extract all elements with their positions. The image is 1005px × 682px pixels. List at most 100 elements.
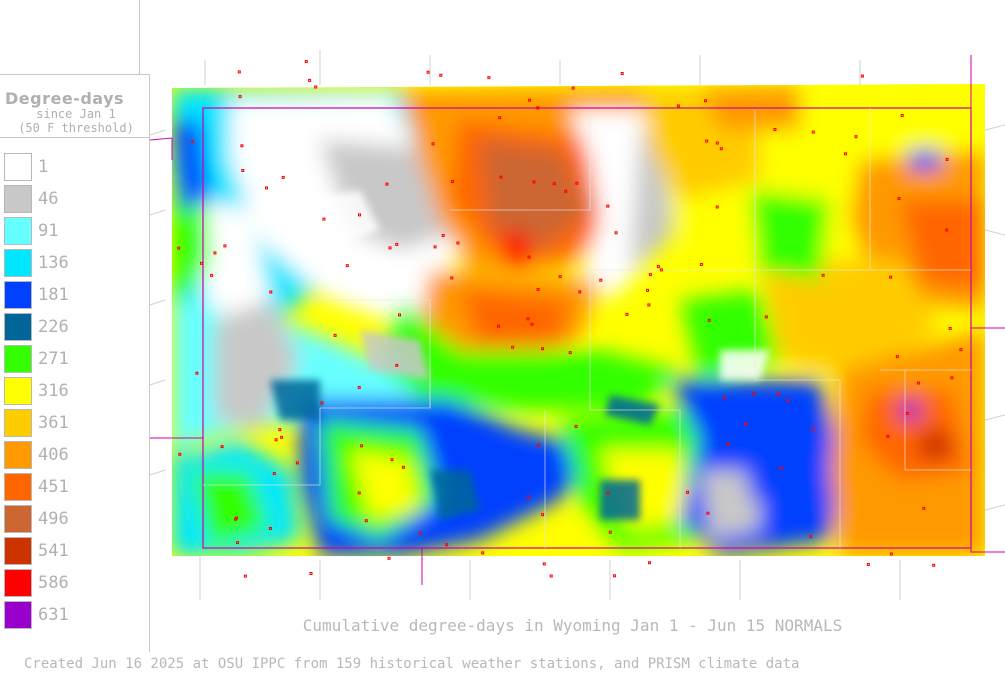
station-marker [528,98,532,102]
station-marker [418,531,422,535]
station-marker [280,435,284,439]
legend-label: 46 [38,189,59,209]
station-marker [866,563,870,566]
station-marker [195,371,199,375]
station-marker [536,287,540,291]
station-marker [445,543,449,547]
station-marker [844,152,847,156]
station-marker [481,551,485,555]
station-marker [364,519,368,523]
station-marker [860,74,864,78]
station-marker [281,175,285,179]
station-marker [727,442,731,446]
station-marker [278,428,282,432]
station-marker [625,312,629,316]
station-marker [568,351,572,355]
station-marker [575,181,579,185]
station-marker [268,527,272,530]
station-marker [210,273,214,277]
station-marker [676,104,680,108]
station-marker [309,572,313,575]
station-marker [304,60,308,63]
station-marker [314,85,318,89]
station-marker [345,264,349,268]
station-marker [620,72,624,75]
legend-label: 541 [38,541,69,561]
station-marker [897,197,901,200]
legend-swatch [4,377,32,405]
legend-swatch [4,473,32,501]
station-marker [511,345,515,349]
station-marker [558,275,562,279]
station-marker [451,180,454,183]
station-marker [536,106,540,110]
station-marker [752,391,756,395]
legend-label: 586 [38,573,69,593]
station-marker [456,241,460,245]
station-marker [499,175,503,179]
station-marker [237,70,241,74]
legend-label: 1 [38,157,49,177]
station-marker [541,513,545,517]
station-marker [647,303,651,307]
station-marker [322,217,326,221]
legend-label: 226 [38,317,69,337]
station-marker [922,506,926,510]
legend-swatch [4,345,32,373]
station-marker [773,128,777,131]
station-marker [487,76,491,80]
station-marker [821,273,825,277]
legend-subtitle-threshold: (50 F threshold) [18,121,134,135]
legend-swatch [4,281,32,309]
station-marker [779,466,783,470]
station-marker [240,144,244,148]
legend-title: Degree-days [5,89,125,108]
station-marker [200,261,203,265]
station-marker [537,443,541,447]
legend-label: 451 [38,477,69,497]
station-marker [308,78,312,82]
station-marker [433,245,437,249]
station-marker [526,317,530,321]
station-marker [549,574,553,578]
station-marker [578,290,582,294]
station-marker [606,491,610,495]
frame-divider [139,0,140,74]
station-marker [571,86,575,90]
station-marker [498,116,502,120]
station-marker [387,556,391,560]
county-lines [203,108,971,548]
station-marker [776,392,780,396]
station-marker [497,324,501,328]
station-marker [388,246,392,250]
station-marker [659,268,663,272]
station-marker [719,147,723,151]
station-marker [274,438,278,442]
station-marker [889,275,893,279]
station-marker [441,234,445,237]
station-marker [320,401,324,405]
legend-swatch [4,313,32,341]
station-marker [385,182,389,186]
legend-separator [0,137,150,138]
station-marker [295,461,299,465]
neighbor-state-lines [150,55,1005,585]
station-marker [191,139,195,143]
station-marker [390,458,394,462]
station-marker [945,228,949,232]
station-marker [530,322,534,326]
station-marker [426,70,430,74]
station-marker [238,95,242,99]
station-marker [706,511,710,515]
station-marker [705,139,709,143]
legend-label: 406 [38,445,69,465]
station-marker [715,205,719,209]
station-marker [950,376,954,380]
station-marker [178,452,182,456]
station-marker [948,327,952,330]
legend-subtitle-since: since Jan 1 [36,107,116,121]
station-marker [265,186,268,190]
legend-swatch [4,505,32,533]
degree-day-map [150,50,1005,600]
station-marker [715,141,719,145]
